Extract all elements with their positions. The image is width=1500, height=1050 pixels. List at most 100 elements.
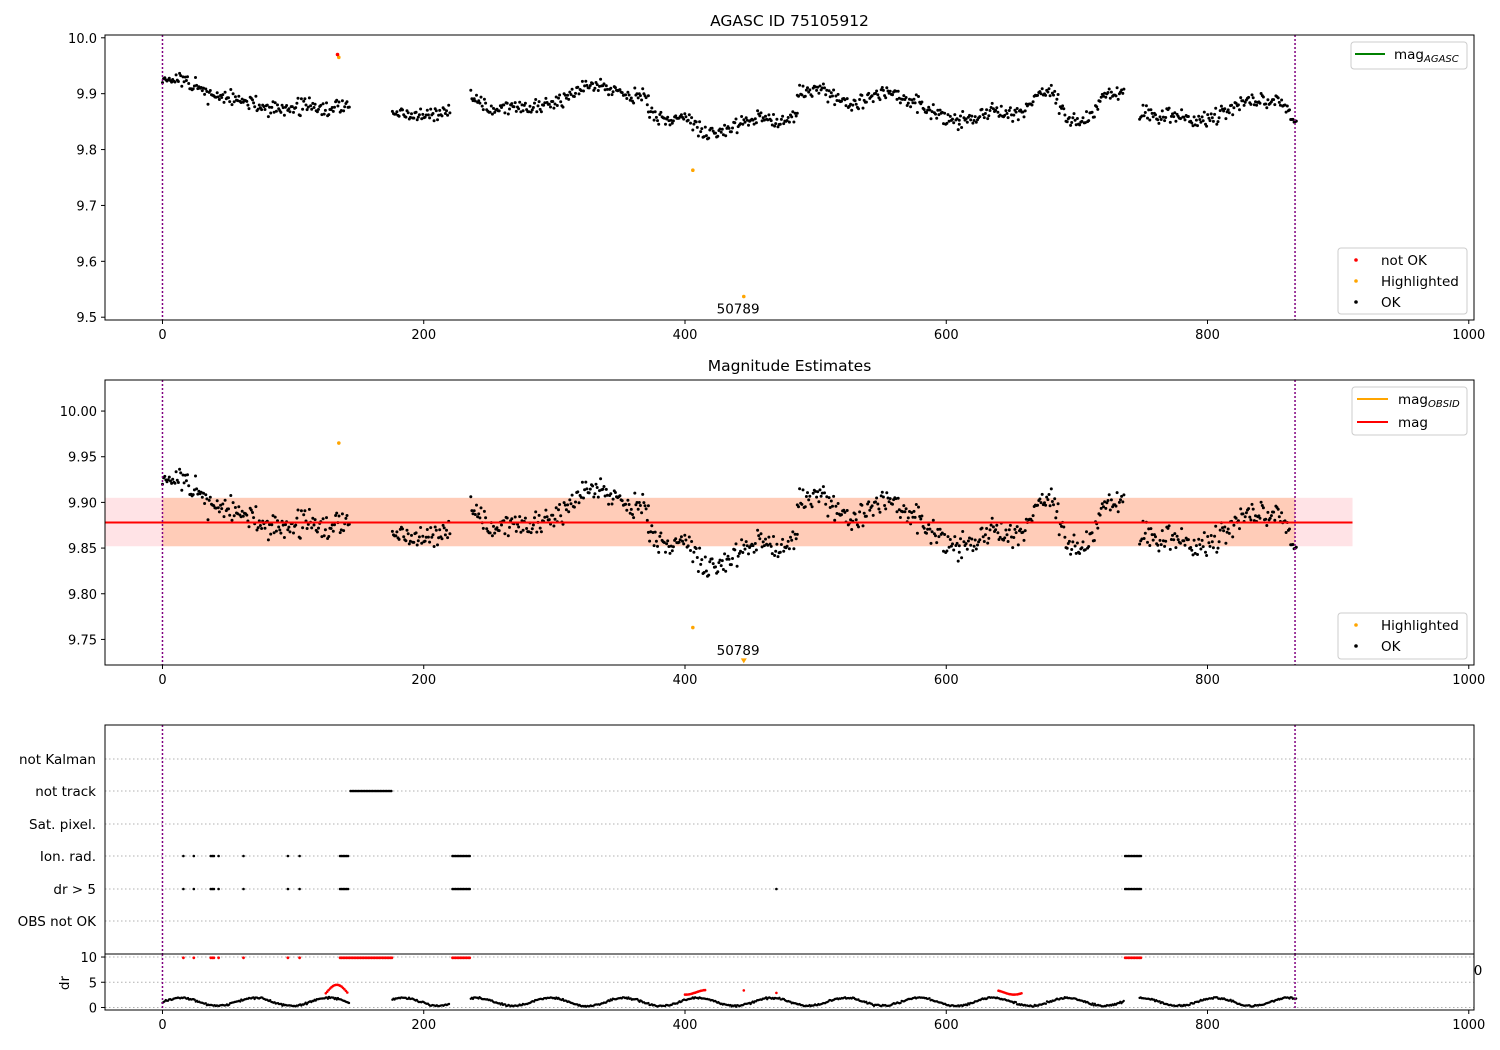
ok-point bbox=[434, 528, 438, 532]
ok-point bbox=[292, 110, 295, 114]
ok-point bbox=[390, 529, 394, 533]
ok-point bbox=[492, 106, 495, 110]
ok-point bbox=[956, 128, 960, 132]
ok-point bbox=[568, 498, 572, 502]
ok-point bbox=[1012, 113, 1016, 117]
ok-point bbox=[448, 532, 452, 536]
ok-point bbox=[325, 101, 328, 105]
agasc-mag-panel: 0 200 400 600 800 1000 9.5 9.6 9.7 9.8 9.9 10.0 AGAS… bbox=[68, 12, 1485, 343]
ok-point bbox=[698, 120, 702, 124]
ok-point bbox=[207, 498, 211, 502]
axes-frame bbox=[104, 34, 1475, 321]
ok-point bbox=[593, 492, 597, 496]
ok-point bbox=[563, 93, 567, 97]
ok-point bbox=[433, 525, 437, 529]
x-tick-label: 200 bbox=[411, 1018, 436, 1033]
x-tick-label: 400 bbox=[673, 673, 698, 688]
ok-point bbox=[539, 530, 543, 534]
ok-point bbox=[167, 76, 171, 80]
ok-point bbox=[1083, 121, 1087, 125]
ok-point bbox=[620, 91, 624, 95]
ok-point bbox=[478, 516, 482, 520]
ok-point bbox=[1164, 539, 1168, 543]
ok-point bbox=[741, 551, 745, 554]
ok-point bbox=[679, 535, 683, 539]
ok-point bbox=[775, 117, 779, 121]
ok-point bbox=[1272, 510, 1276, 514]
ok-point bbox=[1209, 112, 1213, 116]
ok-point bbox=[968, 536, 971, 540]
dr-point bbox=[239, 1000, 242, 1003]
dr-point bbox=[280, 1002, 283, 1006]
highlighted-point bbox=[337, 55, 341, 60]
ok-point bbox=[823, 86, 826, 90]
ok-point bbox=[231, 501, 235, 505]
ok-point bbox=[446, 536, 450, 540]
ok-point bbox=[1164, 116, 1168, 119]
ok-point bbox=[1206, 535, 1210, 538]
ok-point bbox=[986, 541, 990, 545]
ok-point bbox=[808, 88, 812, 92]
ok-point bbox=[718, 127, 722, 131]
ok-point bbox=[196, 492, 200, 496]
ok-point bbox=[754, 121, 758, 125]
ok-point bbox=[480, 104, 484, 108]
ok-point bbox=[642, 501, 646, 505]
ok-point bbox=[186, 473, 189, 477]
ok-point bbox=[1106, 499, 1110, 502]
ok-point bbox=[1040, 87, 1044, 91]
ok-point bbox=[1047, 493, 1051, 496]
ok-point bbox=[711, 129, 715, 133]
ok-point bbox=[1011, 546, 1015, 550]
ok-point bbox=[183, 75, 187, 79]
ok-point bbox=[989, 106, 993, 109]
ok-point bbox=[1264, 102, 1268, 106]
ok-point bbox=[624, 502, 628, 506]
dr-point bbox=[608, 999, 611, 1003]
ok-point bbox=[559, 514, 563, 518]
ok-point bbox=[1273, 103, 1277, 107]
ok-point bbox=[1087, 545, 1091, 548]
ok-point bbox=[1224, 541, 1228, 545]
ok-point bbox=[635, 92, 639, 96]
ok-point bbox=[574, 91, 577, 95]
ok-point bbox=[833, 103, 837, 107]
ok-point bbox=[953, 535, 957, 539]
ok-point bbox=[825, 495, 829, 499]
ok-point bbox=[395, 530, 399, 534]
ok-point bbox=[1008, 106, 1012, 110]
ok-point bbox=[395, 110, 399, 114]
ok-point bbox=[667, 545, 671, 548]
ok-point bbox=[1160, 529, 1164, 533]
ok-point bbox=[682, 542, 686, 546]
ok-point bbox=[228, 100, 232, 104]
ok-point bbox=[1218, 109, 1222, 113]
ok-point bbox=[441, 523, 445, 527]
ok-point bbox=[295, 101, 299, 105]
ok-point bbox=[313, 102, 317, 106]
ok-point bbox=[689, 121, 692, 125]
x-tick-label: 200 bbox=[411, 673, 436, 688]
ok-point bbox=[985, 527, 989, 530]
ok-point bbox=[268, 105, 271, 109]
ok-point bbox=[648, 539, 652, 543]
ok-point bbox=[320, 535, 324, 539]
ok-point bbox=[1004, 528, 1008, 532]
ok-point bbox=[878, 510, 882, 514]
ok-point bbox=[964, 117, 968, 121]
ok-point bbox=[849, 518, 853, 522]
ok-point bbox=[446, 113, 450, 117]
ok-point bbox=[572, 95, 576, 98]
ok-point bbox=[827, 89, 831, 93]
ok-point bbox=[896, 89, 900, 93]
ok-point bbox=[825, 88, 829, 92]
ok-point bbox=[607, 502, 611, 506]
ok-point bbox=[902, 504, 906, 508]
ok-point bbox=[698, 546, 702, 550]
ok-point bbox=[428, 540, 432, 544]
ok-point bbox=[898, 101, 902, 105]
y-tick-label: 9.8 bbox=[76, 144, 97, 159]
ok-point bbox=[245, 99, 249, 103]
ok-point bbox=[1142, 114, 1146, 118]
ok-point bbox=[580, 79, 584, 83]
